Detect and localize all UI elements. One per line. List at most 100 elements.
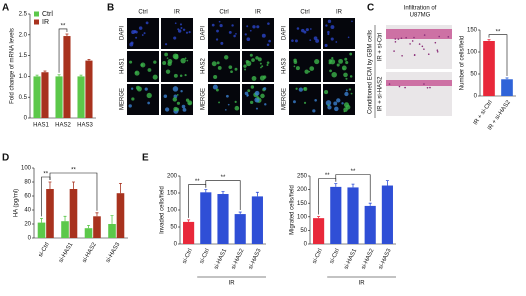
micrograph — [208, 51, 240, 82]
cell-signal — [293, 100, 296, 104]
cell-signal — [227, 103, 230, 106]
cell-signal — [143, 32, 146, 35]
cell-signal — [343, 72, 348, 78]
y-tick-label: 150 — [167, 191, 178, 197]
legend-label: Ctrl — [42, 11, 53, 18]
cell — [436, 50, 439, 53]
histology-image — [386, 72, 452, 116]
column-header: IR — [174, 10, 181, 16]
cell-signal — [268, 39, 271, 43]
y-axis-label: Fold change of mRNA levels — [10, 28, 16, 104]
cell-signal — [349, 52, 353, 56]
significance-bracket — [488, 34, 508, 76]
y-tick-label: 150 — [297, 201, 308, 207]
cell-signal — [291, 39, 294, 42]
cell-signal — [303, 101, 307, 104]
error-bar — [95, 212, 99, 217]
error-bar — [87, 58, 91, 61]
cell-signal — [327, 105, 332, 110]
cell-signal — [314, 98, 317, 102]
cell — [421, 45, 424, 48]
x-tick-label: si-HAS2 — [231, 247, 246, 270]
row-label: DAPI — [282, 26, 288, 40]
error-bar — [63, 215, 67, 222]
bar — [46, 189, 54, 238]
cell-signal — [167, 59, 173, 64]
cell — [423, 83, 425, 85]
cell-signal — [295, 66, 300, 71]
error-bar — [317, 216, 321, 219]
y-tick-label: 20 — [24, 222, 31, 228]
cell-signal — [228, 65, 233, 70]
y-axis-label: Invaded cells/field — [160, 186, 166, 234]
bar — [116, 193, 125, 238]
cell-signal — [293, 65, 296, 68]
error-bar — [79, 74, 83, 77]
significance-bracket — [49, 172, 98, 211]
significance-label: ** — [61, 24, 66, 30]
x-tick-label: HAS1 — [33, 123, 49, 129]
cell-signal — [327, 32, 330, 36]
cell-signal — [184, 73, 187, 77]
cell-signal — [345, 60, 349, 65]
micrograph — [208, 18, 240, 49]
cell-signal — [305, 28, 309, 32]
cell-signal — [325, 100, 332, 106]
row-label: DAPI — [201, 26, 207, 40]
bar — [234, 214, 246, 244]
y-tick-label: 100 — [167, 208, 178, 214]
cell-signal — [249, 29, 252, 32]
cell-signal — [244, 33, 247, 36]
bar — [84, 228, 93, 238]
cell-signal — [251, 76, 257, 81]
cell-signal — [147, 68, 152, 72]
bar — [330, 186, 342, 244]
y-tick-label: 0.5 — [19, 95, 28, 101]
cell-signal — [182, 107, 187, 112]
error-bar — [204, 189, 208, 193]
row-label: DAPI — [120, 26, 126, 40]
cell-signal — [224, 109, 227, 111]
legend-swatch — [34, 11, 39, 17]
x-tick-label: si-Ctrl — [329, 248, 341, 265]
cell-signal — [162, 61, 167, 65]
cell-signal — [135, 85, 140, 90]
cell-signal — [234, 100, 237, 103]
row-label: HAS3 — [282, 58, 288, 74]
significance-label: ** — [221, 175, 226, 181]
error-bar — [43, 70, 47, 73]
cell-signal — [335, 41, 338, 43]
error-bar — [238, 211, 242, 215]
cell-signal — [254, 90, 260, 96]
cell-signal — [295, 87, 298, 90]
cell-signal — [216, 29, 219, 33]
ecm-layer — [386, 29, 452, 39]
error-bar — [334, 183, 338, 187]
cell-signal — [256, 25, 260, 29]
cell-signal — [250, 85, 255, 89]
cell-signal — [257, 57, 262, 62]
column-header: Ctrl — [300, 10, 309, 16]
cell-signal — [350, 92, 353, 95]
x-tick-label: HAS3 — [77, 123, 93, 129]
cell-signal — [129, 60, 133, 64]
cell-signal — [336, 98, 341, 103]
bar — [381, 185, 393, 244]
y-tick-label: 200 — [297, 187, 308, 193]
micrograph — [208, 84, 240, 115]
cell-signal — [345, 77, 348, 80]
cell-signal — [174, 22, 177, 25]
cell-signal — [147, 101, 150, 105]
cell-signal — [216, 61, 220, 65]
cell-signal — [128, 104, 132, 108]
cell-signal — [233, 34, 236, 38]
cell — [411, 40, 414, 42]
cell-signal — [325, 24, 328, 27]
column-header: Ctrl — [219, 10, 228, 16]
bar — [61, 221, 69, 238]
cell-signal — [179, 23, 183, 26]
cell-signal — [185, 31, 189, 34]
cell-signal — [182, 28, 186, 32]
cell-signal — [172, 86, 179, 92]
y-tick-label: 100 — [21, 166, 32, 172]
